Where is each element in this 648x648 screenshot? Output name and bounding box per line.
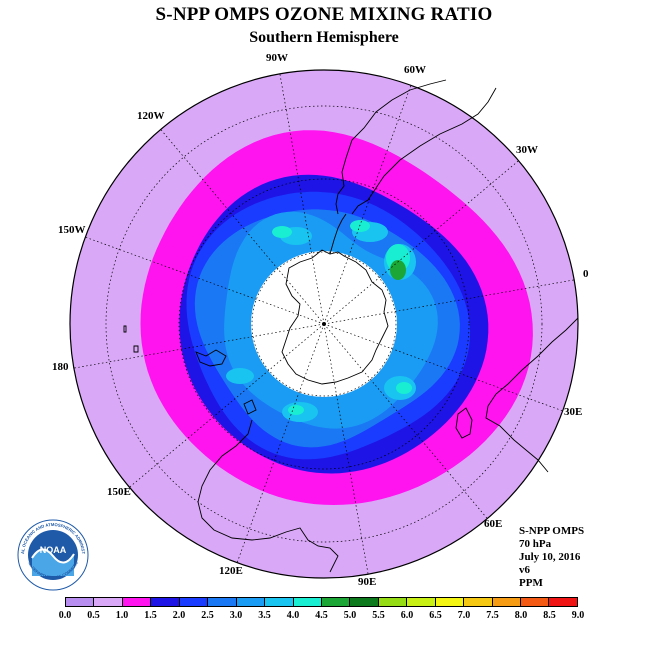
longitude-label: 30E (564, 406, 583, 418)
colorbar-swatch (407, 598, 436, 606)
colorbar-swatch (179, 598, 209, 606)
ozone-maximum-patch (390, 260, 406, 280)
longitude-label: 60W (404, 64, 426, 76)
info-block: S-NPP OMPS 70 hPa July 10, 2016 v6 PPM (519, 525, 584, 590)
colorbar-swatch (321, 598, 351, 606)
colorbar-swatch (492, 598, 521, 606)
colorbar-tick-label: 4.0 (286, 610, 300, 621)
colorbar-tick-label: 0.5 (87, 610, 100, 621)
contour-patch (396, 382, 412, 394)
colorbar-swatch (293, 598, 322, 606)
page-subtitle: Southern Hemisphere (249, 29, 399, 46)
colorbar-swatch (122, 598, 152, 606)
colorbar-swatch (151, 598, 180, 606)
units-label: PPM (519, 577, 543, 589)
longitude-label: 0 (583, 268, 589, 280)
madagascar-coastline (455, 407, 473, 439)
colorbar-tick-label: 8.0 (514, 610, 528, 621)
colorbar-swatch (236, 598, 266, 606)
instrument-label: S-NPP OMPS (519, 525, 585, 537)
new-zealand-coastline (195, 349, 227, 367)
colorbar-tick-label: 0.0 (58, 610, 72, 621)
map-boundary (69, 69, 579, 579)
antarctic-peninsula-coastline (329, 213, 347, 255)
pressure-level-label: 70 hPa (519, 538, 552, 550)
contour-patch (288, 405, 304, 415)
colorbar-tick-label: 2.5 (201, 610, 214, 621)
south-america-coastline (335, 79, 447, 215)
colorbar-swatch (350, 598, 379, 606)
colorbar-swatch (464, 598, 493, 606)
longitude-label: 90W (266, 52, 288, 64)
australia-coastline (197, 419, 339, 573)
colorbar-tick-label: 2.0 (172, 610, 186, 621)
logo-text: NOAA (40, 545, 67, 555)
page-title: S-NPP OMPS OZONE MIXING RATIO (155, 4, 493, 25)
colorbar-tick-label: 1.0 (115, 610, 129, 621)
colorbar-swatch (549, 598, 577, 606)
colorbar-tick-label: 7.0 (457, 610, 471, 621)
colorbar-swatch (435, 598, 465, 606)
colorbar-swatch (265, 598, 294, 606)
longitude-label: 150W (58, 224, 86, 236)
colorbar-swatch (66, 598, 95, 606)
graticule (73, 73, 575, 575)
tasmania-coastline (243, 399, 257, 415)
south-america-east-coastline (351, 87, 497, 215)
colorbar-swatch (378, 598, 408, 606)
colorbar-tick-label: 3.0 (229, 610, 243, 621)
longitude-label: 120W (137, 110, 165, 122)
colorbar-swatch (94, 598, 123, 606)
colorbar-tick-label: 6.5 (429, 610, 442, 621)
antarctica-coastline (281, 249, 389, 385)
island-coastline (133, 345, 139, 353)
contour-patch (272, 226, 292, 238)
island-coastline (123, 325, 127, 333)
colorbar-tick-label: 8.5 (543, 610, 556, 621)
longitude-label: 60E (484, 518, 503, 530)
latitude-circle (251, 251, 397, 397)
colorbar-tick-label: 1.5 (144, 610, 157, 621)
latitude-circle (178, 178, 470, 470)
date-label: July 10, 2016 (519, 551, 581, 563)
south-pole-marker (322, 322, 326, 326)
colorbar-swatch (208, 598, 237, 606)
latitude-circle (105, 105, 543, 543)
colorbar-swatch (521, 598, 550, 606)
contour-patch (226, 368, 254, 384)
colorbar-tick-label: 5.0 (343, 610, 357, 621)
colorbar-tick-label: 9.0 (571, 610, 585, 621)
longitude-label: 30W (516, 144, 538, 156)
longitude-label: 150E (107, 486, 131, 498)
coastlines (123, 79, 579, 573)
colorbar-tick-label: 3.5 (258, 610, 271, 621)
colorbar-tick-label: 5.5 (372, 610, 385, 621)
version-label: v6 (519, 564, 530, 576)
noaa-logo: NOAA NATIONAL OCEANIC AND ATMOSPHERIC AD… (16, 518, 89, 591)
longitude-label: 120E (219, 565, 243, 577)
colorbar-ticks: 0.0 0.5 1.0 1.5 2.0 2.5 3.0 3.5 4.0 4.5 5.0 5.5 6.0 6… (0, 610, 648, 624)
colorbar-tick-label: 4.5 (315, 610, 328, 621)
colorbar-tick-label: 7.5 (486, 610, 499, 621)
colorbar (65, 597, 578, 607)
longitude-label: 180 (52, 361, 69, 373)
longitude-label: 90E (358, 576, 377, 588)
africa-coastline (485, 317, 579, 473)
colorbar-tick-label: 6.0 (400, 610, 414, 621)
